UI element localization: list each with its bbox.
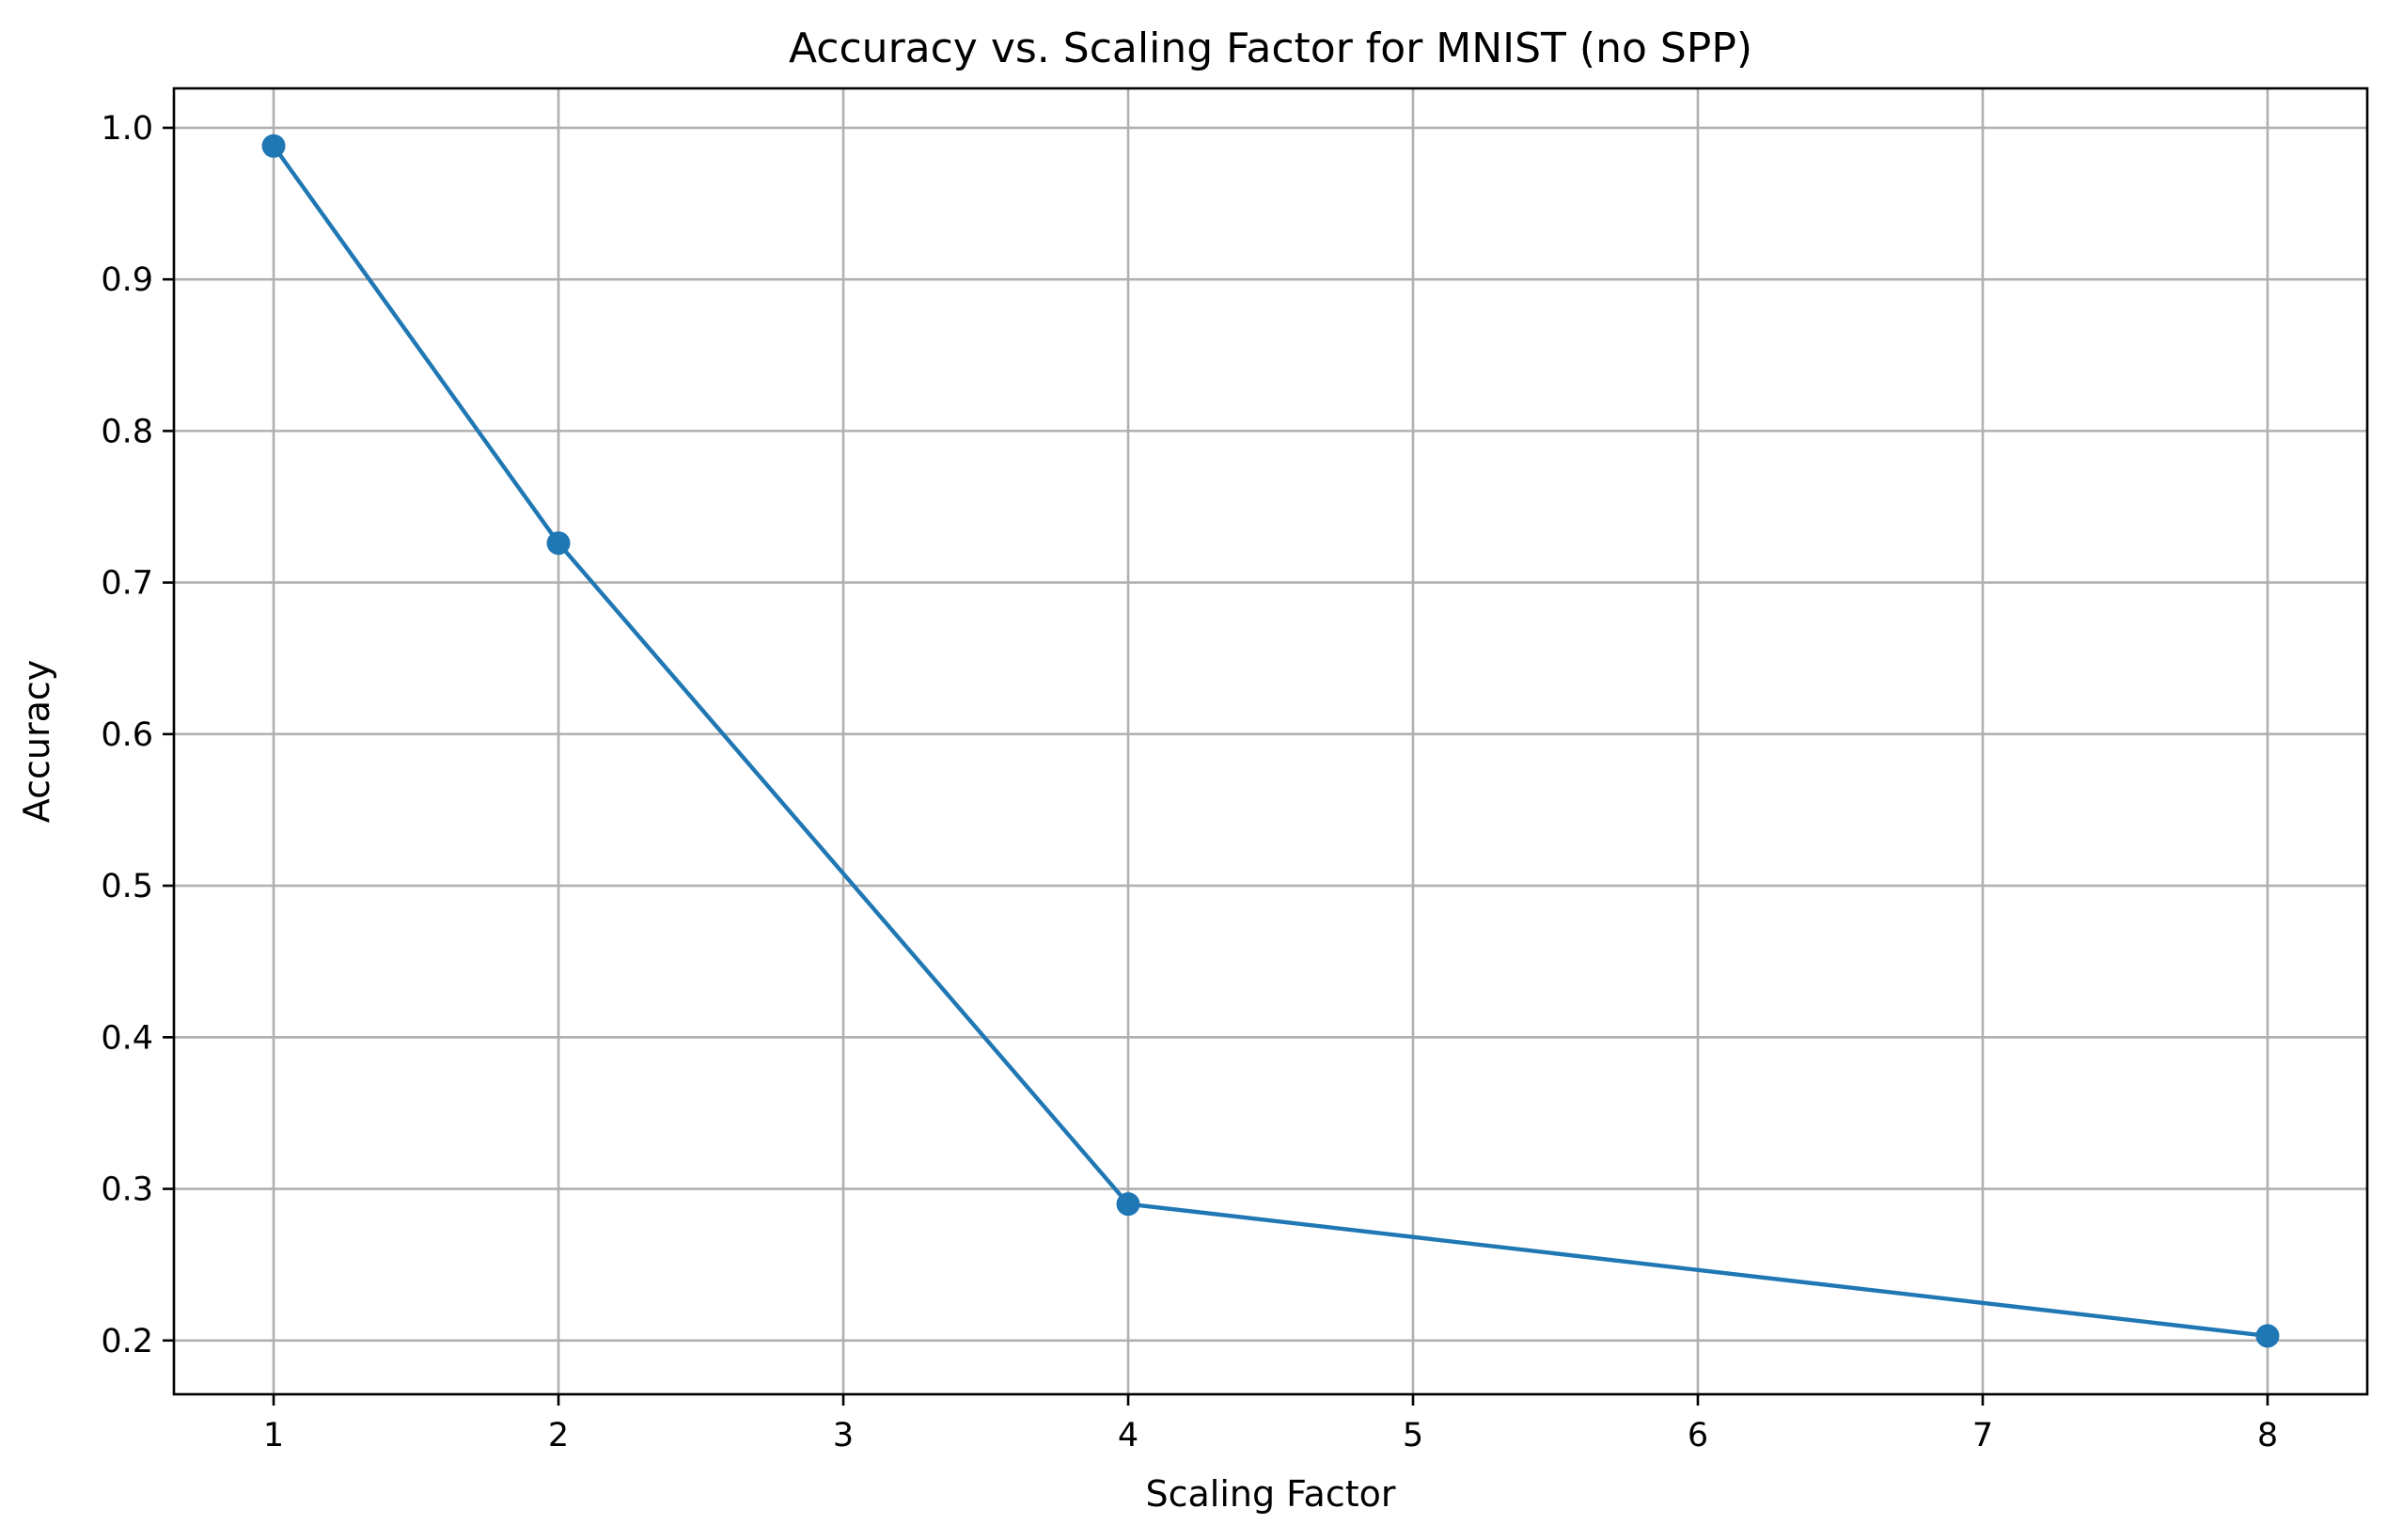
y-tick-label: 0.7 [101, 565, 153, 603]
y-tick-label: 1.0 [101, 110, 153, 148]
x-axis-label: Scaling Factor [1145, 1473, 1395, 1515]
x-tick-label: 7 [1972, 1417, 1993, 1454]
data-point [261, 134, 286, 158]
x-tick-label: 5 [1403, 1417, 1423, 1454]
y-tick-label: 0.2 [101, 1323, 153, 1360]
y-tick-label: 0.3 [101, 1171, 153, 1209]
chart-title: Accuracy vs. Scaling Factor for MNIST (n… [789, 24, 1752, 72]
y-tick-label: 0.9 [101, 261, 153, 299]
y-tick-label: 0.8 [101, 413, 153, 450]
plot-frame [172, 86, 2369, 1396]
y-axis: 0.2 0.3 0.4 0.5 0.6 0.7 0.8 0.9 1.0 [101, 110, 174, 1360]
x-tick-label: 3 [833, 1417, 854, 1454]
data-point [1116, 1192, 1140, 1217]
series-line [271, 144, 2270, 1339]
x-tick-label: 6 [1688, 1417, 1708, 1454]
x-tick-label: 2 [548, 1417, 569, 1454]
y-tick-label: 0.4 [101, 1019, 153, 1057]
x-tick-label: 1 [263, 1417, 284, 1454]
x-tick-label: 8 [2257, 1417, 2278, 1454]
x-axis: 1 2 3 4 5 6 7 8 [263, 1394, 2278, 1454]
grid [174, 88, 2367, 1394]
y-axis-label: Accuracy [16, 660, 57, 824]
x-tick-label: 4 [1118, 1417, 1139, 1454]
series-layer [261, 134, 2280, 1348]
y-tick-label: 0.6 [101, 716, 153, 754]
data-point [2255, 1324, 2280, 1348]
y-tick-label: 0.5 [101, 868, 153, 905]
data-point [546, 531, 571, 556]
